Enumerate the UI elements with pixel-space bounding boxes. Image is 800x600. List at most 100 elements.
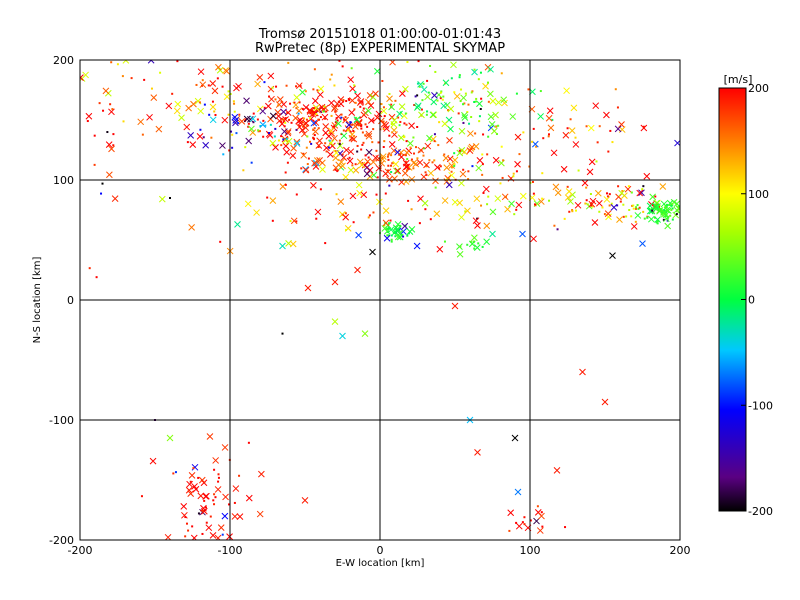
data-point-dot [598, 125, 601, 128]
data-point-cross [398, 103, 406, 110]
data-point-cross [507, 509, 515, 517]
data-point-dot [306, 135, 309, 138]
data-point-dot [632, 207, 635, 210]
data-point-dot [227, 113, 230, 116]
data-point-cross [292, 114, 299, 122]
data-point-dot [410, 158, 413, 161]
data-point-dot [383, 140, 386, 143]
data-point-dot [281, 332, 284, 335]
data-point-cross [603, 111, 610, 119]
data-point-cross [536, 527, 544, 534]
data-point-dot [499, 182, 502, 185]
data-point-dot [637, 207, 640, 210]
data-point-dot [462, 121, 465, 124]
data-point-dot [616, 204, 619, 207]
data-point-cross [188, 471, 196, 479]
data-point-dot [284, 183, 287, 186]
data-point-cross [267, 72, 275, 80]
data-point-dot [532, 192, 535, 195]
data-point-cross [406, 228, 414, 236]
data-point-cross [591, 219, 599, 226]
data-point-dot [336, 119, 339, 122]
data-point-dot [143, 78, 146, 81]
data-point-cross [427, 169, 435, 177]
data-point-cross [511, 434, 519, 442]
data-point-dot [417, 60, 420, 63]
data-point-dot [523, 523, 526, 526]
data-point-dot [486, 81, 489, 84]
axis-ticks: -200 -100 0 100 200 -200 -100 0 100 200 [49, 54, 690, 557]
data-point-dot [390, 123, 393, 126]
data-point-cross [268, 95, 275, 103]
data-point-dot [388, 222, 391, 225]
x-tick-label: 200 [670, 544, 691, 557]
data-point-cross [418, 111, 425, 119]
data-point-dot [476, 217, 479, 220]
data-point-dot [390, 240, 393, 243]
data-point-dot [201, 79, 204, 82]
data-point-dot [195, 83, 198, 86]
data-point-dot [354, 101, 357, 104]
data-point-dot [447, 109, 450, 112]
data-point-dot [598, 210, 601, 213]
data-point-dot [440, 90, 443, 93]
data-point-cross [187, 490, 195, 497]
data-point-cross [473, 244, 481, 251]
data-point-cross [165, 102, 173, 110]
data-point-dot [280, 144, 283, 147]
data-point-dot [312, 88, 315, 91]
data-point-dot [553, 224, 556, 227]
data-point-dot [106, 131, 109, 134]
data-point-dot [287, 61, 290, 64]
data-point-dot [486, 203, 489, 206]
data-point-dot [416, 157, 419, 160]
data-point-dot [671, 218, 674, 221]
data-point-cross [487, 90, 494, 98]
data-point-dot [453, 163, 456, 166]
data-point-dot [364, 154, 367, 157]
data-point-dot [642, 185, 645, 188]
data-point-dot [203, 103, 206, 106]
data-point-dot [386, 155, 389, 158]
data-point-cross [448, 171, 455, 179]
data-point-cross [342, 116, 349, 124]
data-point-cross [399, 228, 407, 235]
data-point-dot [214, 113, 217, 116]
data-point-cross [515, 201, 523, 209]
data-point-dot [390, 234, 393, 237]
data-point-dot [323, 105, 326, 108]
data-point-cross [537, 198, 545, 205]
data-point-dot [327, 146, 330, 149]
data-point-cross [292, 101, 300, 109]
chart-subtitle: RwPretec (8p) EXPERIMENTAL SKYMAP [255, 41, 505, 56]
data-point-cross [464, 207, 471, 215]
data-point-dot [412, 136, 415, 139]
data-point-dot [383, 115, 386, 118]
data-point-cross [401, 222, 409, 230]
data-point-cross [283, 148, 291, 156]
data-point-cross [487, 113, 495, 121]
data-point-dot [344, 116, 347, 119]
data-point-cross [458, 127, 466, 135]
data-point-cross [302, 124, 310, 132]
data-point-dot [399, 224, 402, 227]
x-tick-label: -100 [218, 544, 243, 557]
data-point-cross [420, 86, 428, 93]
data-point-dot [350, 67, 353, 70]
data-point-dot [453, 164, 456, 167]
data-point-cross [442, 79, 450, 87]
data-point-cross [430, 111, 438, 119]
data-point-dot [406, 158, 409, 161]
data-point-cross [460, 94, 467, 102]
data-point-dot [342, 99, 345, 102]
data-point-dot [414, 95, 417, 98]
data-point-cross [293, 94, 301, 101]
data-point-cross [340, 132, 348, 140]
data-point-cross [563, 87, 570, 95]
data-point-cross [459, 170, 467, 178]
data-point-dot [477, 242, 480, 245]
data-point-cross [388, 113, 396, 121]
data-point-cross [447, 125, 454, 133]
data-point-cross [369, 158, 377, 166]
data-point-dot [211, 100, 214, 103]
